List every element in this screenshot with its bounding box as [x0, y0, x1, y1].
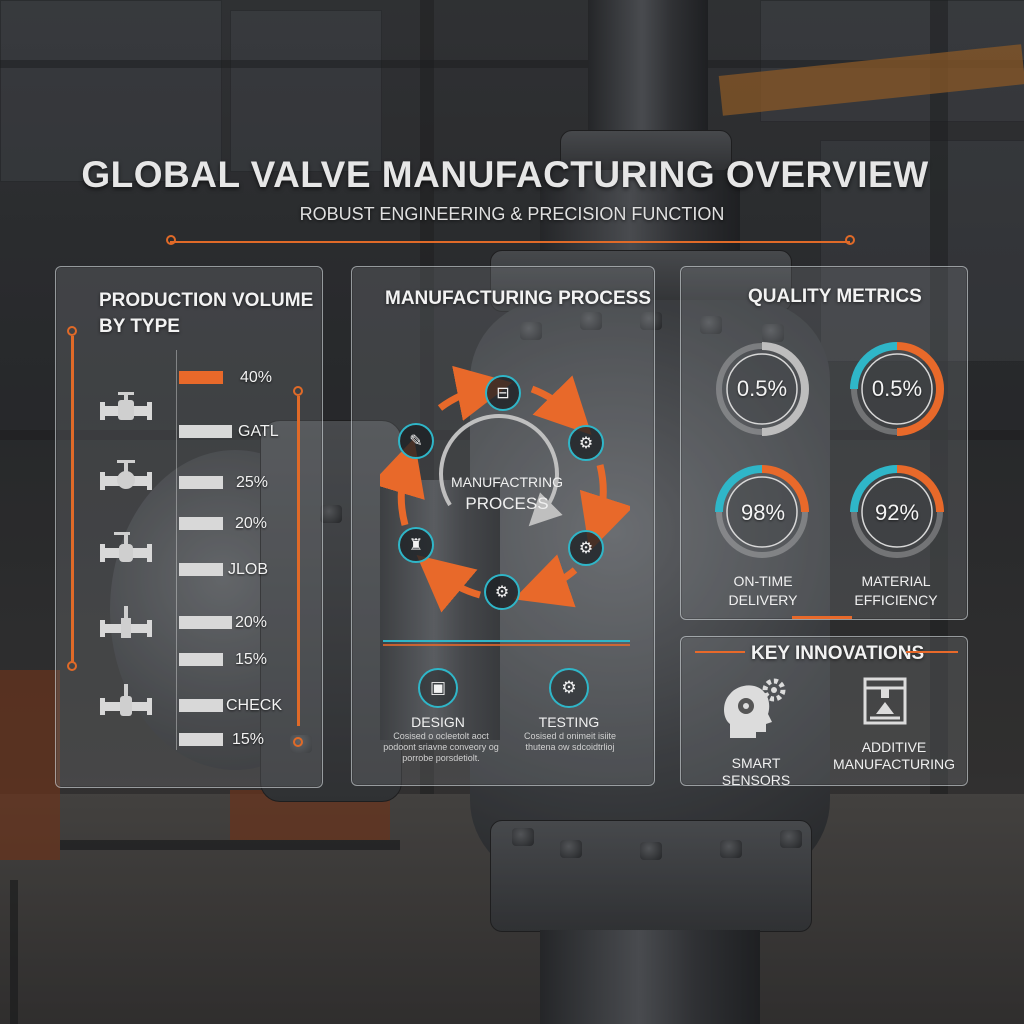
production-bar: [179, 371, 223, 384]
quality-panel-title: QUALITY METRICS: [748, 286, 922, 307]
gauge-arc: [761, 465, 809, 513]
quality-gauge: [850, 465, 944, 558]
accent-dot: [67, 661, 77, 671]
testing-label: TESTING: [538, 714, 600, 730]
quality-gauge: [716, 342, 809, 436]
production-bar: [179, 616, 232, 629]
check-valve-icon: [100, 684, 152, 716]
production-bar: [179, 476, 223, 489]
machining-gears-icon: ⚙: [568, 425, 604, 461]
production-bar: [179, 699, 223, 712]
design-description: Cosised o ocleetolt aoct podoont sriavne…: [383, 731, 499, 763]
production-bar-label: 15%: [235, 651, 268, 668]
production-bar: [179, 563, 223, 576]
testing-description: Cosised d onimeit isiite thutena ow sdco…: [523, 731, 617, 752]
production-bar-label: 15%: [232, 731, 265, 748]
divider-endpoint: [845, 235, 855, 245]
gauge-value-4: 92%: [874, 500, 920, 525]
production-bar-label: JLOB: [228, 561, 269, 578]
production-bar: [179, 425, 232, 438]
gauge-arc: [715, 465, 763, 513]
on-time-delivery-caption: ON-TIME DELIVERY: [728, 573, 798, 608]
production-bar-label: 20%: [235, 614, 268, 631]
assembly-icon: ⚙: [568, 530, 604, 566]
material-efficiency-caption: MATERIAL EFFICIENCY: [854, 573, 938, 608]
process-center-label: MANUFACTRING PROCESS: [451, 474, 563, 513]
gauge-value-3: 98%: [740, 500, 786, 525]
bar-axis: [176, 350, 177, 750]
testing-gears-icon: ⚙: [484, 574, 520, 610]
production-bar-label: 25%: [236, 474, 269, 491]
production-panel-title: PRODUCTION VOLUME BY TYPE: [99, 290, 314, 337]
casting-icon: ⊟: [485, 375, 521, 411]
production-bar-label: GATL: [238, 423, 279, 440]
page-subtitle: ROBUST ENGINEERING & PRECISION FUNCTION: [299, 204, 725, 224]
innovations-accent-left: [695, 651, 745, 653]
left-accent-line: [71, 336, 74, 662]
quality-gauge: [715, 465, 809, 558]
butterfly-valve-icon: [100, 606, 152, 638]
production-bar: [179, 653, 223, 666]
globe-valve-icon: [100, 460, 152, 490]
additive-manufacturing-label: ADDITIVE MANUFACTURING: [832, 739, 956, 772]
process-cycle-diagram: [380, 365, 630, 613]
accent-dot: [293, 737, 303, 747]
innovations-panel-title: KEY INNOVATIONS: [751, 643, 925, 664]
gate-valve-icon: [100, 392, 152, 420]
robot-arm-icon: ♜: [398, 527, 434, 563]
accent-dot: [67, 326, 77, 336]
testing-gears-sub-icon: ⚙: [549, 668, 589, 708]
gauge-arc: [896, 342, 944, 436]
gauge-value-1: 0.5%: [736, 376, 788, 401]
process-panel-title: MANUFACTURING PROCESS: [385, 288, 652, 309]
gauge-arc: [850, 465, 898, 513]
design-icon: ✎: [398, 423, 434, 459]
smart-sensor-head-gears-icon: [724, 678, 786, 738]
design-sub-icon: ▣: [418, 668, 458, 708]
metrics-glow-accent: [792, 616, 852, 619]
right-accent-line: [297, 396, 300, 726]
quality-metrics-panel: QUALITY METRICS: [680, 266, 968, 620]
accent-dot: [293, 386, 303, 396]
design-label: DESIGN: [411, 714, 465, 730]
innovations-accent-right: [906, 651, 958, 653]
smart-sensors-label: SMART SENSORS: [721, 755, 791, 788]
gauge-arc: [896, 465, 944, 513]
divider-endpoint: [166, 235, 176, 245]
gauge-arc: [850, 342, 898, 390]
production-bar-label: 40%: [240, 369, 273, 386]
process-divider: [383, 640, 630, 642]
ball-valve-icon: [100, 532, 152, 562]
page-title: GLOBAL VALVE MANUFACTURING OVERVIEW: [81, 154, 929, 195]
production-bar: [179, 733, 223, 746]
production-bar-label: CHECK: [226, 697, 283, 714]
quality-gauge: [850, 342, 944, 436]
production-bar-label: 20%: [235, 515, 268, 532]
title-divider: [170, 241, 850, 243]
3d-printer-icon: [863, 677, 907, 725]
production-bar: [179, 517, 223, 530]
gauge-arc: [761, 342, 809, 436]
gauge-value-2: 0.5%: [871, 376, 923, 401]
